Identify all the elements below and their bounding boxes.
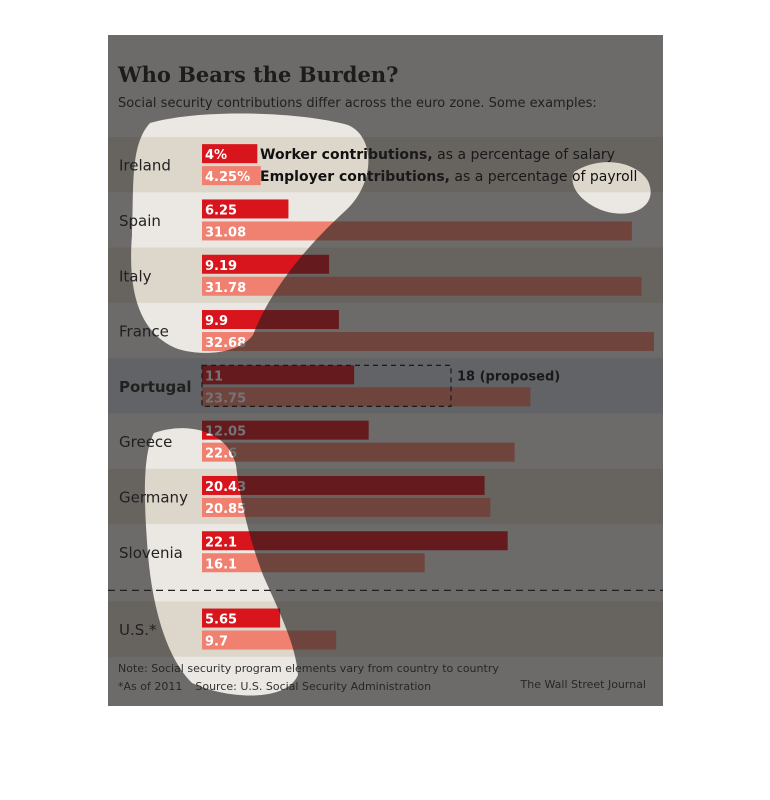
worker-value-label-germany: 20.43: [205, 480, 246, 495]
employer-bar-italy: [202, 276, 642, 296]
category-label-slovenia: Slovenia: [119, 544, 183, 562]
publisher-credit: The Wall Street Journal: [520, 678, 646, 691]
employer-value-label-slovenia: 16.1: [205, 557, 237, 572]
worker-value-label-ireland: 4%: [205, 148, 227, 163]
category-label-france: France: [119, 323, 169, 341]
category-label-italy: Italy: [119, 267, 152, 285]
worker-bar-portugal: [202, 365, 355, 385]
category-label-ireland: Ireland: [119, 157, 171, 175]
category-label-spain: Spain: [119, 212, 161, 230]
employer-value-label-portugal: 23.75: [205, 391, 246, 406]
category-label-portugal: Portugal: [119, 378, 192, 396]
employer-value-label-germany: 20.85: [205, 502, 246, 517]
category-label-greece: Greece: [119, 433, 172, 451]
row-band-u-s: [108, 601, 663, 657]
employer-bar-spain: [202, 221, 632, 241]
footnote: Note: Social security program elements v…: [118, 662, 499, 675]
employer-value-label-spain: 31.08: [205, 225, 246, 240]
worker-value-label-u-s: 5.65: [205, 613, 237, 628]
category-label-germany: Germany: [119, 488, 188, 506]
worker-value-label-greece: 12.05: [205, 425, 246, 440]
employer-bar-france: [202, 332, 654, 352]
employer-value-label-italy: 31.78: [205, 281, 246, 296]
chart-panel: Who Bears the Burden? Social security co…: [108, 35, 663, 706]
chart-footer: Note: Social security program elements v…: [118, 660, 499, 696]
category-label-u-s: U.S.*: [119, 621, 157, 639]
source-line: *As of 2011 Source: U.S. Social Security …: [118, 678, 499, 696]
employer-value-label-ireland: 4.25%: [205, 170, 250, 185]
employer-bar-portugal: [202, 387, 531, 407]
worker-value-label-france: 9.9: [205, 314, 228, 329]
legend-employer: Employer contributions, as a percentage …: [260, 169, 637, 185]
worker-value-label-portugal: 11: [205, 369, 223, 384]
legend-worker: Worker contributions, as a percentage of…: [260, 147, 615, 163]
worker-value-label-italy: 9.19: [205, 259, 237, 274]
worker-value-label-spain: 6.25: [205, 203, 237, 218]
as-of-note: *As of 2011: [118, 680, 183, 693]
source-note: Source: U.S. Social Security Administrat…: [195, 680, 432, 693]
employer-bar-greece: [202, 442, 515, 462]
worker-value-label-slovenia: 22.1: [205, 535, 237, 550]
employer-value-label-u-s: 9.7: [205, 635, 228, 650]
employer-value-label-france: 32.68: [205, 336, 246, 351]
bar-chart: Ireland 4% 4.25% Worker contributions, as a…: [108, 137, 663, 657]
proposed-annotation: 18 (proposed): [457, 369, 560, 384]
worker-bar-slovenia: [202, 531, 508, 551]
employer-value-label-greece: 22.6: [205, 447, 237, 462]
